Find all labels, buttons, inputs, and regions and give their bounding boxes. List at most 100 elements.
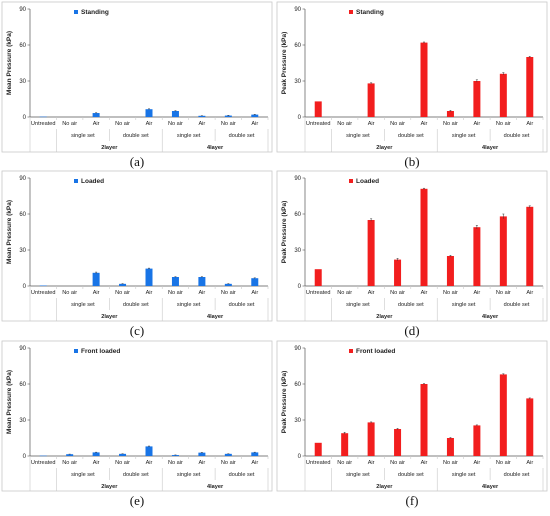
panel-label: (f) [406,493,419,508]
subgroup-label: double set [504,133,530,139]
y-tick-label: 0 [23,115,27,121]
x-tick-label: Air [473,121,480,127]
group-label: 4layer [207,484,224,490]
legend-label: Front loaded [81,348,120,355]
y-tick-label: 30 [19,248,26,254]
legend-label: Standing [356,9,384,16]
panel-label: (a) [130,154,144,169]
subgroup-label: double set [398,133,424,139]
subgroup-label: single set [346,472,370,478]
subgroup-label: double set [123,472,149,478]
x-tick-label: No air [168,460,183,466]
bar [473,81,481,117]
x-tick-label: No air [443,460,458,466]
legend-swatch [349,349,353,353]
bar [66,454,74,456]
bar [341,433,349,456]
x-tick-label: No air [168,121,183,127]
subgroup-label: single set [346,133,370,139]
x-tick-label: No air [337,121,352,127]
panel-frame [1,1,273,153]
x-tick-label: Air [526,460,533,466]
x-tick-label: Air [368,290,375,296]
x-tick-label: Untreated [31,460,56,466]
x-tick-label: Air [473,460,480,466]
x-tick-label: No air [168,290,183,296]
bar [394,259,402,286]
bar [224,115,232,117]
y-tick-label: 60 [19,212,26,218]
x-tick-label: Air [251,290,258,296]
bar [145,268,153,286]
bar [39,455,47,457]
x-tick-label: No air [62,460,77,466]
group-label: 4layer [482,484,499,490]
bar [145,446,153,456]
x-tick-label: Air [251,460,258,466]
y-tick-label: 90 [294,7,301,13]
y-tick-label: 90 [294,346,301,352]
x-tick-label: No air [443,290,458,296]
subgroup-label: single set [71,302,95,308]
bar [314,101,322,117]
panel-label: (d) [404,323,419,338]
y-axis-label: Mean Pressure (kPa) [6,31,13,95]
bar [224,283,232,286]
y-tick-label: 60 [294,43,301,49]
x-tick-label: Air [146,460,153,466]
x-tick-label: No air [496,290,511,296]
x-tick-label: Air [251,121,258,127]
bar [314,442,322,456]
group-label: 2layer [376,145,393,151]
y-axis-label: Peak Pressure (kPa) [281,201,288,264]
x-tick-label: Untreated [31,121,56,127]
y-tick-label: 30 [294,248,301,254]
bar [251,452,259,456]
bar [92,272,100,286]
x-tick-label: Air [526,290,533,296]
y-tick-label: 90 [19,346,26,352]
x-tick-label: Air [93,290,100,296]
x-tick-label: No air [390,290,405,296]
subgroup-label: single set [177,133,201,139]
y-tick-label: 60 [19,43,26,49]
panel-label: (b) [404,154,419,169]
panel-frame [1,170,273,322]
y-tick-label: 60 [294,382,301,388]
legend-label: Standing [81,9,109,16]
bar [499,374,507,456]
x-tick-label: No air [390,121,405,127]
subgroup-label: single set [71,133,95,139]
x-tick-label: No air [62,290,77,296]
bar [224,453,232,456]
bar [198,452,206,456]
bar [446,256,454,286]
x-tick-label: No air [221,121,236,127]
y-tick-label: 30 [19,79,26,85]
bar [420,384,428,456]
y-tick-label: 0 [298,284,302,290]
x-tick-label: No air [443,121,458,127]
bar [119,453,127,456]
x-tick-label: Air [93,460,100,466]
bar [473,425,481,456]
bar [145,109,153,117]
x-tick-label: Air [146,121,153,127]
x-tick-label: Air [421,290,428,296]
bar [251,114,259,117]
bar [314,269,322,286]
group-label: 4layer [207,145,224,151]
subgroup-label: double set [398,472,424,478]
y-tick-label: 60 [294,212,301,218]
subgroup-label: single set [346,302,370,308]
subgroup-label: double set [398,302,424,308]
subgroup-label: double set [504,472,530,478]
x-tick-label: Air [93,121,100,127]
chart-panel-4: 0 30 60 90 Peak Pressure (kPa) Untreated No ai… [276,170,548,338]
x-tick-label: Untreated [306,121,331,127]
x-tick-label: Untreated [31,290,56,296]
panel-label: (e) [130,493,144,508]
y-tick-label: 0 [298,454,302,460]
x-tick-label: Air [421,121,428,127]
